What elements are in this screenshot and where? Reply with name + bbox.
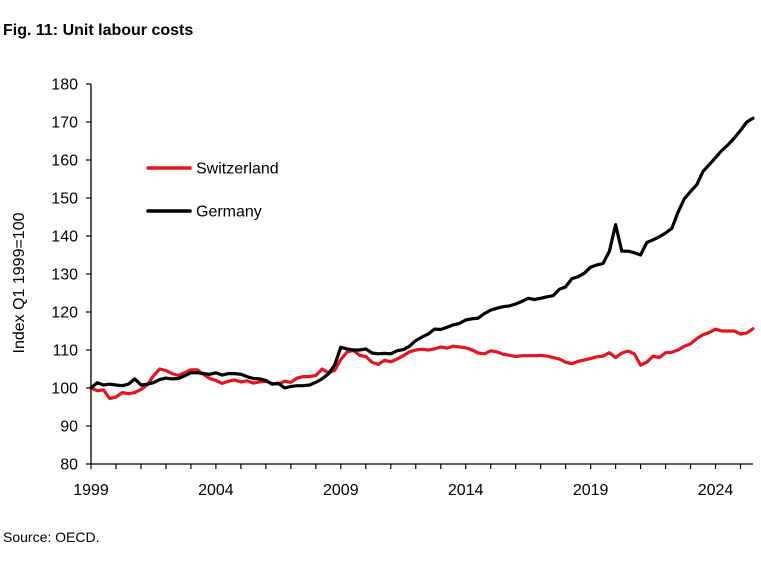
- y-tick-label: 90: [60, 419, 78, 436]
- y-tick-label: 150: [51, 191, 78, 208]
- x-ticks: 1999 2004 2009 2014 2019 2024: [73, 464, 742, 499]
- legend: Switzerland Germany: [146, 161, 279, 221]
- y-ticks: 80 90 100 110 120 130 140 150 160 170 180: [51, 77, 91, 474]
- source-note: Source: OECD.: [3, 529, 100, 545]
- legend-label-switzerland: Switzerland: [196, 161, 279, 178]
- x-tick-label: 2024: [698, 482, 734, 499]
- x-tick-label: 2004: [198, 482, 234, 499]
- y-tick-label: 100: [51, 381, 78, 398]
- y-axis-label: Index Q1 1999=100: [11, 212, 28, 353]
- y-tick-label: 180: [51, 77, 78, 94]
- series-line-germany: [89, 116, 755, 390]
- y-tick-label: 120: [51, 305, 78, 322]
- series-line-switzerland: [89, 327, 755, 401]
- series-lines: [89, 116, 755, 401]
- y-tick-label: 160: [51, 153, 78, 170]
- y-tick-label: 110: [52, 343, 78, 360]
- y-tick-label: 170: [51, 115, 78, 132]
- x-tick-label: 1999: [73, 482, 109, 499]
- x-tick-label: 2014: [448, 482, 484, 499]
- y-tick-label: 140: [51, 229, 78, 246]
- y-tick-label: 130: [51, 267, 78, 284]
- x-tick-label: 2019: [573, 482, 609, 499]
- x-tick-label: 2009: [323, 482, 359, 499]
- legend-label-germany: Germany: [196, 204, 262, 221]
- figure-title: Fig. 11: Unit labour costs: [3, 22, 194, 39]
- y-tick-label: 80: [60, 457, 78, 474]
